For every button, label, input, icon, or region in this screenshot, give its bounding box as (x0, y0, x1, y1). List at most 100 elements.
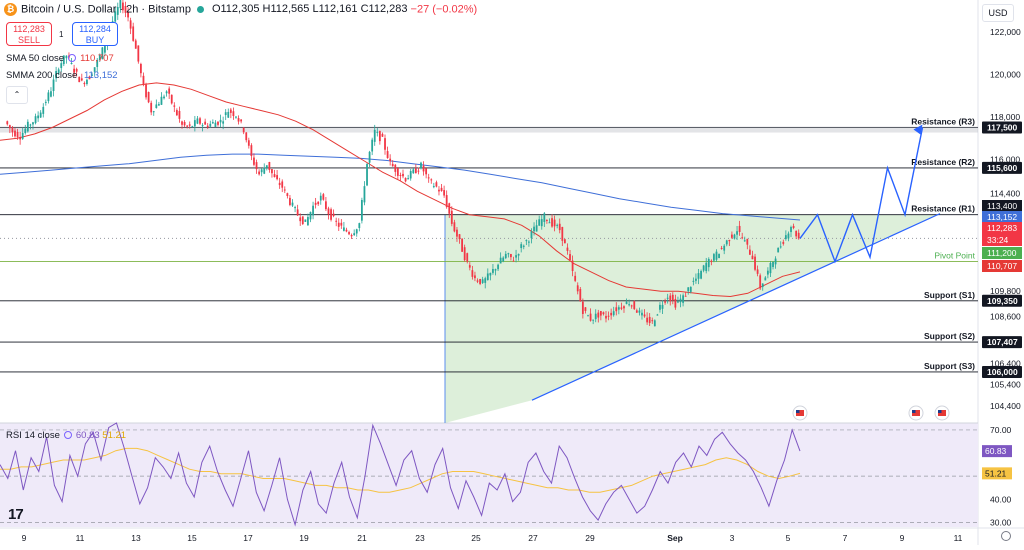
candle-body-72 (191, 126, 194, 128)
candle-body-84 (222, 121, 225, 124)
candle-body-278 (720, 247, 723, 249)
y-tick-3: 116,000 (990, 154, 1020, 164)
candle-body-160 (417, 170, 420, 172)
candle-body-231 (599, 311, 602, 316)
candle-body-264 (684, 295, 687, 297)
tradingview-logo-icon[interactable]: 17 (8, 506, 24, 523)
candle-body-175 (456, 229, 458, 237)
candle-body-139 (363, 186, 366, 203)
candle-body-216 (561, 226, 564, 241)
rsi-ma-line (0, 447, 801, 493)
x-tick-12: 3 (730, 533, 735, 543)
candle-body-3 (14, 130, 16, 137)
candle-body-188 (489, 272, 492, 276)
candle-body-136 (355, 229, 358, 234)
candle-body-254 (659, 304, 661, 310)
smma200-legend[interactable]: SMMA 200 close 113,152 (6, 70, 118, 81)
candle-body-242 (628, 304, 631, 306)
flag-stripes-0 (796, 410, 804, 416)
candle-body-255 (661, 304, 664, 309)
market-open-dot-icon (196, 6, 204, 13)
candle-body-189 (492, 269, 494, 273)
level-tag-bg-0 (982, 121, 1022, 134)
settings-gear-icon[interactable] (1001, 531, 1011, 541)
candle-body-212 (551, 218, 553, 227)
price-tag-2: 112,283 (987, 223, 1017, 233)
candle-body-197 (512, 260, 515, 262)
rsi-settings-icon[interactable] (63, 431, 72, 440)
candle-body-67 (178, 110, 181, 119)
candle-body-171 (445, 195, 448, 208)
rsi-value-tag-bg (982, 445, 1012, 458)
candle-body-55 (147, 92, 150, 103)
candle-body-23 (65, 55, 68, 59)
sma50-legend[interactable]: SMA 50 close 110,707 (6, 53, 114, 64)
candle-body-80 (211, 122, 214, 124)
level-tag-bg-4 (982, 365, 1022, 378)
candle-body-97 (255, 162, 258, 170)
sell-button[interactable]: 112,283 SELL (6, 22, 52, 46)
symbol-title[interactable]: Bitcoin / U.S. Dollar · 2h · Bitstamp (21, 3, 191, 16)
candle-body-50 (134, 40, 137, 49)
candle-body-277 (718, 253, 720, 259)
candle-body-308 (797, 232, 800, 239)
candle-body-304 (787, 233, 790, 239)
candle-body-150 (391, 163, 394, 167)
candle-body-296 (766, 270, 769, 275)
candle-body-134 (350, 235, 353, 237)
candle-body-224 (581, 301, 584, 314)
candle-body-249 (646, 317, 649, 323)
rsi-label: RSI 14 close (6, 430, 60, 441)
candle-body-110 (289, 197, 291, 205)
candle-body-204 (530, 231, 533, 239)
candle-body-227 (589, 313, 592, 321)
candle-body-60 (160, 96, 163, 105)
candle-body-291 (754, 256, 756, 270)
candle-body-88 (232, 111, 235, 117)
indicator-settings-icon[interactable] (68, 54, 77, 63)
candle-body-11 (34, 116, 37, 124)
rsi-legend[interactable]: RSI 14 close 60.83 51.21 (6, 430, 126, 441)
candle-body-271 (702, 265, 705, 271)
us-event-flag-icon-1 (908, 405, 924, 421)
candle-body-2 (11, 127, 14, 133)
currency-selector[interactable]: USD (982, 4, 1014, 22)
candle-body-126 (330, 209, 332, 220)
candle-body-82 (217, 121, 219, 125)
candle-body-241 (625, 301, 628, 304)
candle-body-103 (271, 169, 273, 174)
candle-body-111 (291, 202, 294, 206)
candle-body-142 (371, 139, 374, 152)
candle-body-140 (366, 163, 368, 186)
candle-body-144 (376, 131, 379, 133)
candle-body-176 (458, 234, 461, 240)
x-tick-2: 13 (131, 533, 141, 543)
candle-body-246 (638, 310, 641, 313)
candle-body-49 (132, 26, 135, 41)
level-label-2: Resistance (R1) (911, 204, 975, 214)
level-tag-bg-3 (982, 336, 1022, 349)
buy-button[interactable]: 112,284 BUY (72, 22, 118, 46)
candle-body-102 (268, 162, 271, 170)
candle-body-155 (404, 177, 407, 182)
sell-label: SELL (17, 35, 41, 45)
candle-body-21 (60, 63, 63, 69)
flag-stripes-1 (912, 410, 920, 416)
candle-body-149 (389, 158, 392, 162)
candle-body-57 (152, 111, 155, 113)
candle-body-25 (70, 63, 73, 65)
candle-body-109 (286, 193, 289, 197)
candle-body-13 (39, 112, 42, 118)
x-tick-5: 19 (299, 533, 309, 543)
candle-body-196 (510, 254, 512, 258)
collapse-legend-button[interactable]: ⌃ (6, 86, 28, 104)
candle-body-101 (265, 165, 268, 168)
price-tag-1: 113,152 (987, 212, 1017, 222)
candle-body-165 (430, 179, 433, 181)
candle-body-36 (98, 54, 101, 61)
candle-body-234 (607, 315, 610, 317)
candle-body-22 (62, 55, 65, 65)
candle-body-35 (96, 59, 99, 67)
